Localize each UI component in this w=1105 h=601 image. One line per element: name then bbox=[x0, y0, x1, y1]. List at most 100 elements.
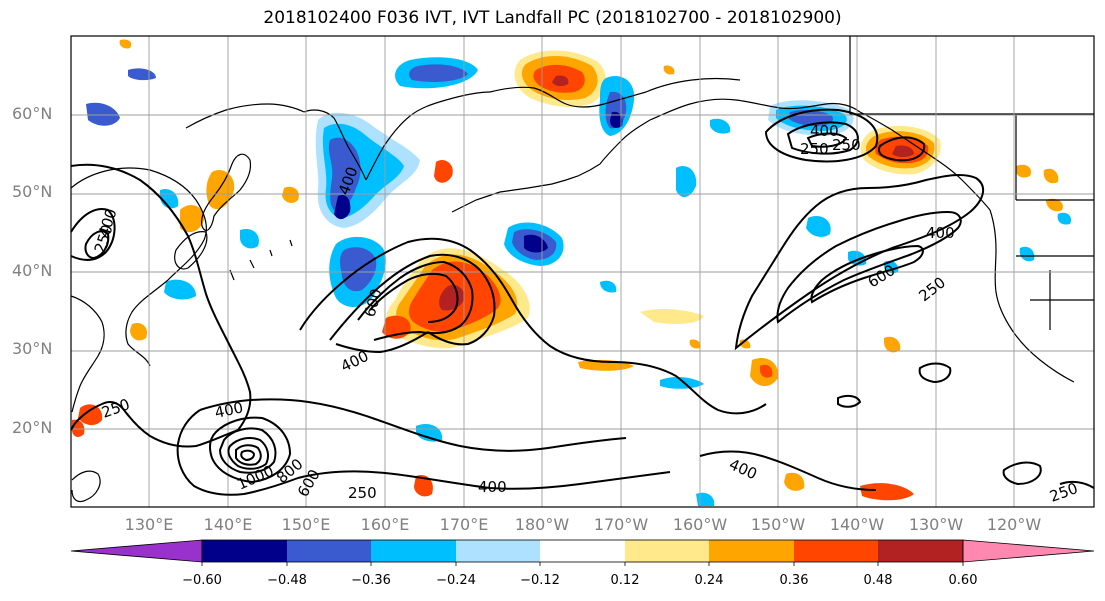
colorbar-outline bbox=[201, 539, 964, 563]
contour-250-east-edge bbox=[1059, 480, 1095, 489]
contour-600-cyclone bbox=[208, 416, 292, 484]
contour-600-central bbox=[357, 260, 474, 341]
contour-400-east-pacific bbox=[776, 210, 962, 324]
map-frame bbox=[70, 35, 1095, 508]
colorbar-tick: −0.12 bbox=[520, 573, 560, 588]
kamchatka-east bbox=[365, 91, 491, 181]
colorbar-tick: −0.36 bbox=[351, 573, 391, 588]
lat-label-50n: 50°N bbox=[12, 182, 53, 201]
contour-250-alaska bbox=[764, 108, 879, 163]
contour-800-cyclone bbox=[218, 427, 277, 474]
contour-250-west bbox=[70, 208, 116, 261]
contour-label: 400 bbox=[213, 398, 245, 422]
colorbar-tick: 0.36 bbox=[779, 573, 809, 588]
colorbar-tick: −0.24 bbox=[436, 573, 476, 588]
colorbar-segment bbox=[625, 540, 709, 562]
korea-coast bbox=[174, 231, 208, 270]
contour-250-east-pacific bbox=[734, 173, 985, 351]
positive-anomaly-bering bbox=[514, 50, 606, 107]
contour-400-south-top bbox=[199, 398, 627, 452]
colorbar-segment bbox=[287, 540, 371, 562]
colorbar-segment bbox=[709, 540, 794, 562]
colorbar bbox=[70, 539, 1095, 566]
lat-label-60n: 60°N bbox=[12, 104, 53, 123]
coastlines bbox=[70, 36, 1094, 503]
gulf-of-alaska bbox=[859, 111, 991, 211]
alaska-north bbox=[603, 77, 741, 105]
colorbar-segment bbox=[540, 540, 625, 562]
political-borders bbox=[849, 36, 1094, 257]
contour-1000b-cyclone bbox=[235, 444, 262, 466]
contour-label: 250 bbox=[800, 140, 829, 158]
colorbar-tick: 0.60 bbox=[948, 573, 978, 588]
contour-250-south bbox=[70, 401, 239, 448]
lon-label: 150°E bbox=[281, 515, 331, 534]
colorbar-tick: 0.48 bbox=[863, 573, 893, 588]
lon-label: 150°W bbox=[750, 515, 806, 534]
contour-400-south-east bbox=[699, 450, 877, 491]
contour-400-alaska bbox=[786, 121, 859, 155]
japan-coast bbox=[201, 153, 252, 231]
lon-label: 130°E bbox=[124, 515, 174, 534]
lat-label-30n: 30°N bbox=[12, 339, 53, 358]
china-coast bbox=[70, 295, 105, 413]
colorbar-segment bbox=[878, 540, 963, 562]
aleutian-peninsula bbox=[599, 119, 651, 165]
contour-400-central bbox=[329, 253, 496, 346]
contour-400-left-bottom bbox=[176, 409, 299, 496]
contour-tiny bbox=[837, 394, 862, 408]
contour-250-central bbox=[299, 237, 613, 363]
lon-label: 130°W bbox=[908, 515, 964, 534]
colorbar-extend-min bbox=[70, 539, 203, 563]
ivt-contours bbox=[70, 108, 1095, 496]
colorbar-tick: 0.12 bbox=[610, 573, 640, 588]
map-title: 2018102400 F036 IVT, IVT Landfall PC (20… bbox=[263, 8, 842, 28]
colorbar-tick: 0.24 bbox=[694, 573, 724, 588]
contour-600-east-pacific bbox=[810, 244, 924, 304]
colorbar-extend-max bbox=[962, 539, 1095, 563]
island-chain bbox=[229, 239, 293, 281]
contour-400-alaska-coast bbox=[878, 136, 926, 162]
colorbar-tick: −0.60 bbox=[182, 573, 222, 588]
contour-label: 250 bbox=[832, 136, 861, 154]
contour-label: 400 bbox=[926, 224, 955, 242]
philippines-coast bbox=[71, 470, 101, 503]
colorbar-segment bbox=[202, 540, 287, 562]
contour-1000c-cyclone bbox=[240, 449, 256, 462]
lon-label: 140°W bbox=[829, 515, 885, 534]
chukotka-coast bbox=[489, 86, 605, 108]
aleutian-islands bbox=[451, 163, 601, 213]
contour-400-west bbox=[84, 230, 110, 260]
contour-600-alaska bbox=[806, 132, 848, 148]
colorbar-tick: −0.48 bbox=[267, 573, 307, 588]
lon-label: 180°W bbox=[514, 515, 570, 534]
contour-250-east-small bbox=[1002, 461, 1042, 486]
contour-250-central-east bbox=[611, 361, 767, 415]
contour-800-central bbox=[369, 272, 459, 323]
colorbar-segment bbox=[371, 540, 456, 562]
lon-label: 160°W bbox=[672, 515, 728, 534]
lon-label: 120°W bbox=[986, 515, 1042, 534]
contour-small-mid bbox=[918, 362, 952, 384]
north-america-west-coast bbox=[989, 209, 1075, 383]
lat-label-40n: 40°N bbox=[12, 261, 53, 280]
lon-label: 140°E bbox=[203, 515, 253, 534]
kamchatka-west bbox=[303, 109, 367, 181]
contour-label: 400 bbox=[478, 478, 507, 496]
contour-1000a-cyclone bbox=[227, 437, 269, 470]
contour-label: 400 bbox=[810, 122, 839, 140]
lon-label: 160°E bbox=[360, 515, 410, 534]
lon-label: 170°W bbox=[593, 515, 649, 534]
lat-label-20n: 20°N bbox=[12, 418, 53, 437]
colorbar-segment bbox=[794, 540, 878, 562]
contour-400-central-bottom bbox=[335, 331, 429, 354]
positive-anomaly-alaska bbox=[860, 125, 941, 175]
alaska-south-coast bbox=[649, 98, 861, 121]
contour-400-bottom bbox=[297, 470, 671, 490]
contour-250-asia bbox=[70, 163, 252, 431]
colorbar-segment bbox=[456, 540, 540, 562]
state-borders bbox=[1030, 270, 1094, 330]
okhotsk-north-coast bbox=[185, 103, 305, 129]
asia-east-coast bbox=[70, 167, 208, 367]
